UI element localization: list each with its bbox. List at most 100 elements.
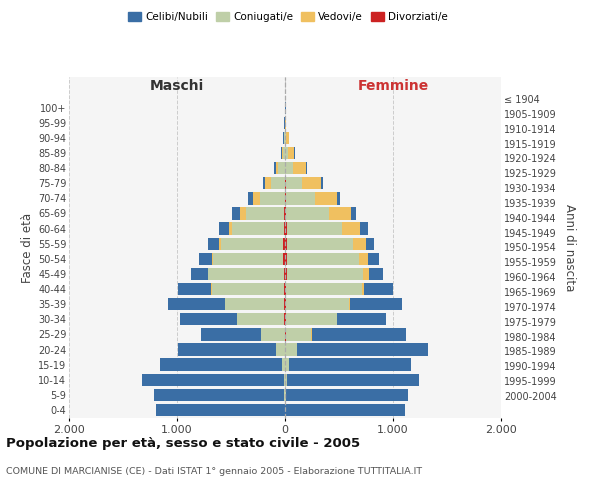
Bar — [282, 147, 283, 160]
Bar — [360, 222, 368, 235]
Bar — [142, 374, 284, 386]
Bar — [191, 268, 208, 280]
Bar — [160, 358, 282, 371]
Bar — [260, 192, 284, 204]
Bar — [276, 344, 285, 355]
Text: COMUNE DI MARCIANISE (CE) - Dati ISTAT 1° gennaio 2005 - Elaborazione TUTTITALIA: COMUNE DI MARCIANISE (CE) - Dati ISTAT 1… — [6, 468, 422, 476]
Bar — [289, 358, 412, 371]
Bar — [282, 358, 285, 371]
Bar — [286, 404, 405, 416]
Bar — [364, 268, 368, 280]
Bar — [276, 162, 278, 174]
Bar — [263, 177, 265, 190]
Text: Popolazione per età, sesso e stato civile - 2005: Popolazione per età, sesso e stato civil… — [6, 438, 360, 450]
Bar — [285, 313, 286, 326]
Bar — [221, 238, 283, 250]
Bar — [178, 283, 211, 296]
Legend: Celibi/Nubili, Coniugati/e, Vedovi/e, Divorziati/e: Celibi/Nubili, Coniugati/e, Vedovi/e, Di… — [124, 8, 452, 26]
Bar — [337, 192, 340, 204]
Text: Maschi: Maschi — [150, 80, 204, 94]
Bar — [284, 374, 285, 386]
Bar — [219, 222, 229, 235]
Bar — [208, 268, 284, 280]
Bar — [293, 162, 306, 174]
Bar — [368, 252, 379, 265]
Bar — [199, 252, 212, 265]
Bar — [362, 283, 364, 296]
Bar — [283, 147, 285, 160]
Bar — [229, 222, 232, 235]
Bar — [329, 208, 351, 220]
Bar — [342, 222, 360, 235]
Bar — [287, 268, 364, 280]
Bar — [285, 374, 287, 386]
Bar — [351, 208, 356, 220]
Bar — [286, 177, 302, 190]
Bar — [286, 283, 362, 296]
Bar — [285, 192, 286, 204]
Bar — [283, 238, 285, 250]
Bar — [286, 388, 407, 401]
Bar — [297, 344, 428, 355]
Bar — [287, 238, 353, 250]
Bar — [359, 252, 368, 265]
Bar — [284, 132, 285, 144]
Bar — [284, 222, 285, 235]
Bar — [283, 252, 285, 265]
Bar — [285, 268, 287, 280]
Bar — [311, 328, 406, 340]
Y-axis label: Fasce di età: Fasce di età — [20, 212, 34, 282]
Bar — [248, 192, 253, 204]
Bar — [271, 177, 285, 190]
Bar — [285, 344, 297, 355]
Bar — [364, 283, 393, 296]
Bar — [285, 222, 287, 235]
Bar — [285, 358, 289, 371]
Bar — [179, 313, 237, 326]
Bar — [286, 162, 293, 174]
Bar — [286, 328, 311, 340]
Bar — [240, 208, 245, 220]
Bar — [274, 162, 276, 174]
Bar — [284, 298, 285, 310]
Bar — [321, 177, 323, 190]
Bar — [286, 313, 337, 326]
Y-axis label: Anni di nascita: Anni di nascita — [563, 204, 576, 291]
Bar — [315, 192, 337, 204]
Bar — [213, 252, 283, 265]
Bar — [208, 238, 219, 250]
Bar — [288, 147, 295, 160]
Bar — [285, 132, 286, 144]
Bar — [302, 177, 321, 190]
Bar — [232, 208, 240, 220]
Bar — [285, 283, 286, 296]
Bar — [219, 238, 221, 250]
Bar — [287, 374, 419, 386]
Bar — [245, 208, 284, 220]
Bar — [353, 238, 366, 250]
Bar — [285, 298, 286, 310]
Bar — [212, 283, 284, 296]
Bar — [286, 298, 349, 310]
Text: Femmine: Femmine — [358, 80, 428, 94]
Bar — [169, 298, 224, 310]
Bar — [287, 222, 342, 235]
Bar — [284, 268, 285, 280]
Bar — [285, 252, 287, 265]
Bar — [286, 208, 329, 220]
Bar — [232, 222, 284, 235]
Bar — [265, 177, 271, 190]
Bar — [278, 162, 285, 174]
Bar — [285, 208, 286, 220]
Bar — [284, 283, 285, 296]
Bar — [287, 252, 359, 265]
Bar — [154, 388, 284, 401]
Bar — [350, 298, 401, 310]
Bar — [261, 328, 284, 340]
Bar — [286, 132, 289, 144]
Bar — [368, 268, 383, 280]
Bar — [337, 313, 386, 326]
Bar — [212, 252, 213, 265]
Bar — [349, 298, 350, 310]
Bar — [306, 162, 307, 174]
